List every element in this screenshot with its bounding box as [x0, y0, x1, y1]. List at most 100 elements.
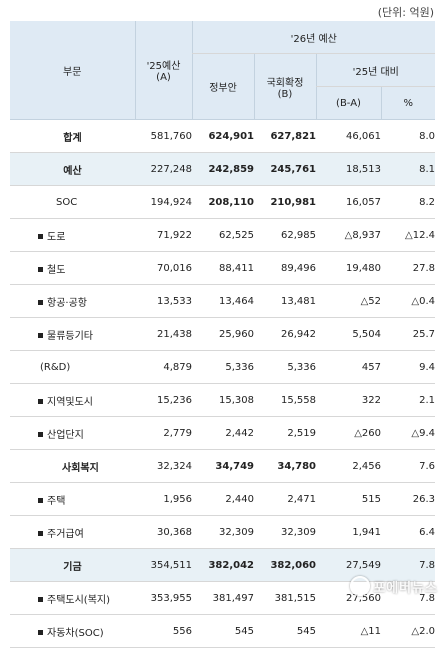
cell-gov: 62,525 — [192, 218, 254, 252]
cell-assembly: 5,336 — [254, 350, 316, 384]
cell-assembly: 62,985 — [254, 218, 316, 252]
cell-pct: △2.0 — [381, 614, 436, 648]
cell-diff: 5,504 — [316, 317, 381, 351]
cell-assembly: 15,558 — [254, 383, 316, 417]
cell-diff: 322 — [316, 383, 381, 417]
row-label: (R&D) — [10, 350, 135, 384]
cell-pct: 8.2 — [381, 185, 436, 219]
cell-assembly: 245,761 — [254, 152, 316, 186]
cell-budget25: 1,956 — [135, 482, 192, 516]
cell-diff: 1,941 — [316, 515, 381, 549]
table-row: (R&D) 4,879 5,336 5,336 457 9.4 — [10, 350, 436, 384]
square-bullet-icon — [38, 332, 43, 338]
header-row-1: 부문 '25예산 (A) '26년 예산 — [10, 21, 436, 120]
cell-gov: 2,440 — [192, 482, 254, 516]
cell-assembly: 13,481 — [254, 284, 316, 318]
row-label-text: 산업단지 — [47, 429, 84, 441]
row-label: 주거급여 — [10, 515, 135, 549]
row-label-text: 물류등기타 — [47, 330, 93, 342]
cell-gov: 88,411 — [192, 251, 254, 285]
row-label-text: 주택 — [47, 495, 66, 507]
header-vs25: '25년 대비 — [315, 53, 436, 87]
cell-pct: 2.1 — [381, 383, 436, 417]
row-label: 예산 — [10, 152, 135, 186]
cell-budget25: 4,879 — [135, 350, 192, 384]
row-label-text: 항공·공항 — [47, 297, 87, 309]
row-label: 주택 — [10, 482, 135, 516]
cell-budget25: 30,368 — [135, 515, 192, 549]
header-assembly-line1: 국회확정 — [266, 77, 304, 89]
cell-pct: 8.1 — [381, 152, 436, 186]
cell-budget25: 32,324 — [135, 449, 192, 483]
cell-diff: 19,480 — [316, 251, 381, 285]
cell-pct: 9.4 — [381, 350, 436, 384]
header-row-3: (B-A) % — [10, 86, 436, 120]
budget-table: 부문 '25예산 (A) '26년 예산 정부안 국회확정 (B) '25년 대… — [10, 21, 436, 648]
cell-assembly: 2,519 — [254, 416, 316, 450]
table-row: 지역및도시 15,236 15,308 15,558 322 2.1 — [10, 383, 436, 417]
watermark-text: 포에버뉴스 — [373, 581, 438, 596]
row-label-text: 주거급여 — [47, 528, 84, 540]
header-budget25-line1: '25예산 — [146, 61, 181, 72]
cell-pct: 26.3 — [381, 482, 436, 516]
row-label: 물류등기타 — [10, 317, 135, 351]
square-bullet-icon — [38, 530, 43, 536]
cell-assembly: 627,821 — [254, 119, 316, 153]
table-row: 항공·공항 13,533 13,464 13,481 △52 △0.4 — [10, 284, 436, 318]
cell-diff: 27,549 — [316, 548, 381, 582]
header-assembly-line2: (B) — [277, 88, 293, 100]
table-row: SOC 194,924 208,110 210,981 16,057 8.2 — [10, 185, 436, 219]
row-label-text: 자동차(SOC) — [47, 627, 104, 639]
cell-pct: 6.4 — [381, 515, 436, 549]
table-row: 합계 581,760 624,901 627,821 46,061 8.0 — [10, 119, 436, 153]
cell-diff: 515 — [316, 482, 381, 516]
cell-budget25: 194,924 — [135, 185, 192, 219]
header-gov-proposal: 정부안 — [191, 53, 254, 120]
cell-assembly: 89,496 — [254, 251, 316, 285]
header-pct: % — [380, 86, 436, 120]
row-label: 주택도시(복지) — [10, 581, 135, 615]
cell-budget25: 581,760 — [135, 119, 192, 153]
square-bullet-icon — [38, 431, 43, 437]
cell-pct: △9.4 — [381, 416, 436, 450]
cell-budget25: 71,922 — [135, 218, 192, 252]
row-label: 산업단지 — [10, 416, 135, 450]
cell-diff: 2,456 — [316, 449, 381, 483]
row-label: 도로 — [10, 218, 135, 252]
cell-budget25: 227,248 — [135, 152, 192, 186]
table-row: 자동차(SOC) 556 545 545 △11 △2.0 — [10, 614, 436, 648]
cell-pct: △0.4 — [381, 284, 436, 318]
cell-pct: 27.8 — [381, 251, 436, 285]
row-label: SOC — [10, 185, 135, 219]
table-row: 산업단지 2,779 2,442 2,519 △260 △9.4 — [10, 416, 436, 450]
cell-gov: 624,901 — [192, 119, 254, 153]
table-row: 주택 1,956 2,440 2,471 515 26.3 — [10, 482, 436, 516]
cell-budget25: 353,955 — [135, 581, 192, 615]
cell-diff: △52 — [316, 284, 381, 318]
square-bullet-icon — [38, 233, 43, 239]
cell-pct: 8.0 — [381, 119, 436, 153]
cell-assembly: 210,981 — [254, 185, 316, 219]
cell-diff: 18,513 — [316, 152, 381, 186]
cell-diff: 457 — [316, 350, 381, 384]
cell-assembly: 2,471 — [254, 482, 316, 516]
header-budget26: '26년 예산 — [191, 21, 436, 54]
row-label-text: 도로 — [47, 231, 66, 243]
table-row: 기금 354,511 382,042 382,060 27,549 7.8 — [10, 548, 436, 582]
cell-assembly: 34,780 — [254, 449, 316, 483]
cell-gov: 15,308 — [192, 383, 254, 417]
table-row: 도로 71,922 62,525 62,985 △8,937 △12.4 — [10, 218, 436, 252]
row-label: 지역및도시 — [10, 383, 135, 417]
cell-assembly: 381,515 — [254, 581, 316, 615]
square-bullet-icon — [38, 629, 43, 635]
row-label-text: 주택도시(복지) — [47, 594, 111, 606]
cell-gov: 2,442 — [192, 416, 254, 450]
cell-assembly: 382,060 — [254, 548, 316, 582]
header-diff: (B-A) — [315, 86, 381, 120]
cell-pct: 7.6 — [381, 449, 436, 483]
square-bullet-icon — [38, 299, 43, 305]
cell-budget25: 556 — [135, 614, 192, 648]
row-label: 자동차(SOC) — [10, 614, 135, 648]
cell-assembly: 26,942 — [254, 317, 316, 351]
cell-gov: 242,859 — [192, 152, 254, 186]
